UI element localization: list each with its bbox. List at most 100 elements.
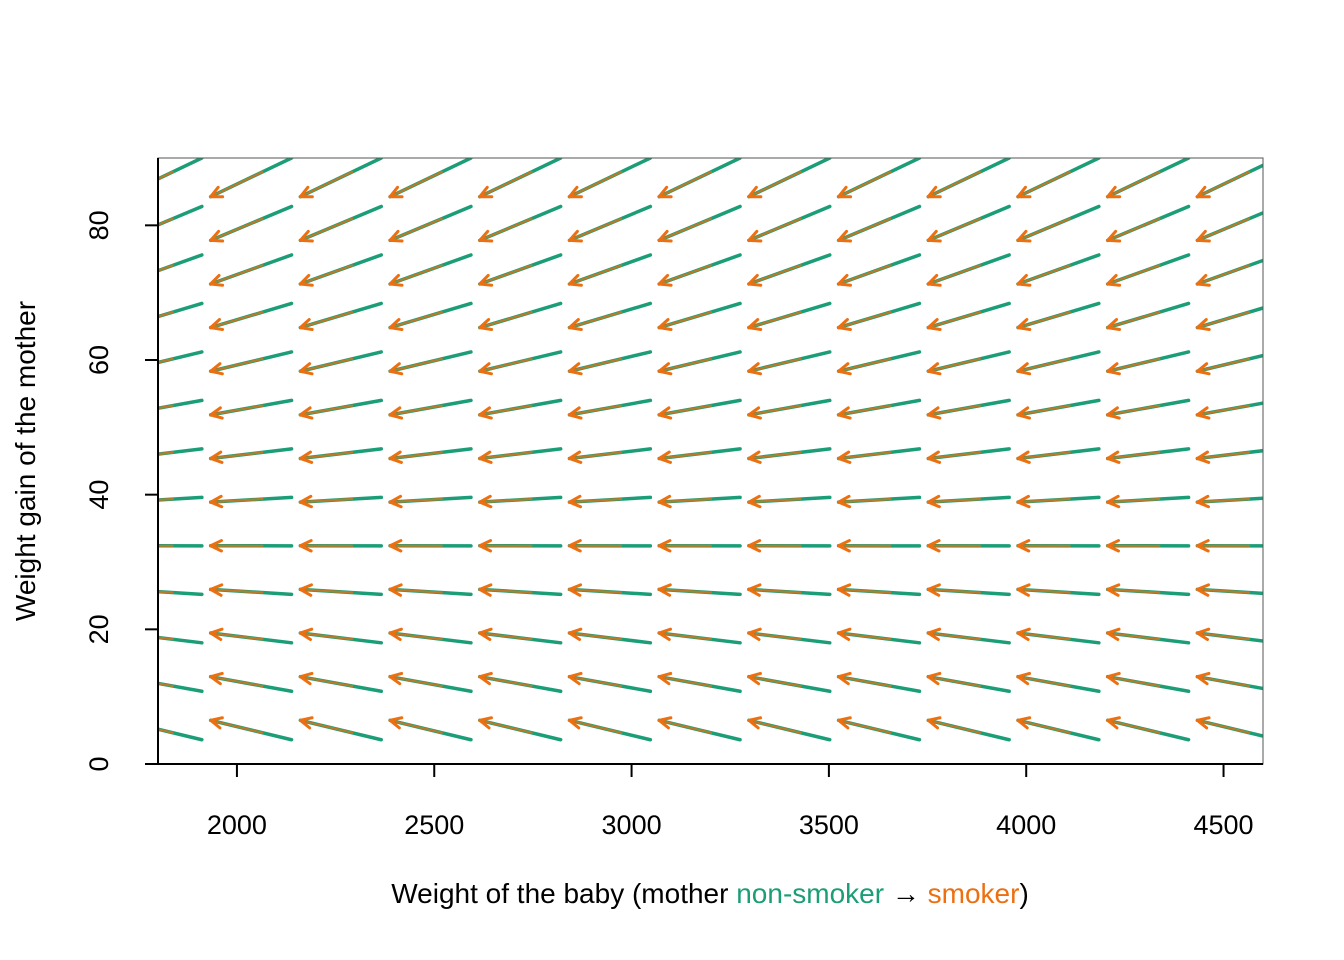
arrow-head — [567, 583, 583, 597]
arrow-head — [209, 362, 224, 376]
arrow-shaft-overlay — [1197, 719, 1251, 735]
arrow-head — [567, 716, 583, 730]
arrow-shaft-overlay — [1017, 451, 1071, 460]
arrow-shaft-overlay — [1017, 264, 1071, 286]
vector-arrow — [1195, 448, 1263, 464]
arrow-shaft-overlay — [158, 170, 175, 181]
vector-arrow — [208, 627, 294, 645]
vector-arrow — [747, 301, 832, 332]
arrow-head — [926, 671, 942, 686]
arrow-shaft-overlay — [569, 217, 623, 242]
arrow-shaft-overlay — [210, 217, 264, 242]
vector-arrow — [747, 494, 832, 509]
arrow-head — [1016, 185, 1032, 199]
vector-arrow — [1195, 583, 1263, 597]
arrow-shaft-overlay — [158, 310, 174, 318]
arrow-head — [1106, 318, 1122, 332]
arrow-head — [121, 541, 132, 551]
arrow-shaft-overlay — [300, 719, 354, 735]
arrow-shaft-overlay — [299, 217, 354, 242]
vector-arrow — [298, 494, 383, 509]
vector-arrow — [208, 716, 294, 742]
arrow-head — [657, 229, 673, 243]
vector-arrow — [657, 716, 742, 742]
arrow-shaft-overlay — [210, 497, 264, 504]
vector-arrow — [567, 204, 653, 243]
vector-arrow — [208, 253, 294, 287]
vector-arrow — [1195, 306, 1263, 332]
arrow-head — [747, 716, 763, 730]
arrow-shaft-overlay — [300, 588, 354, 594]
vector-arrow — [836, 447, 922, 464]
arrow-head — [478, 273, 494, 287]
arrow-shaft-overlay — [1197, 497, 1251, 504]
arrow-shaft-overlay — [748, 675, 802, 688]
arrow-head — [747, 318, 763, 332]
vector-arrow — [926, 539, 1011, 553]
vector-arrow — [158, 635, 204, 645]
arrow-head — [121, 585, 132, 595]
arrow-head — [121, 408, 133, 418]
arrow-head — [837, 185, 853, 199]
arrow-shaft-overlay — [1197, 357, 1251, 373]
arrow-head — [567, 229, 583, 243]
vector-arrow — [567, 253, 653, 287]
y-tick-label: 20 — [84, 614, 114, 644]
vector-arrow — [298, 539, 383, 553]
vector-arrow — [478, 253, 563, 287]
arrow-head — [1016, 494, 1031, 509]
arrow-head — [1195, 273, 1211, 287]
y-axis-title: Weight gain of the mother — [10, 301, 41, 621]
vector-arrow — [836, 539, 922, 553]
arrow-shaft-overlay — [1107, 310, 1161, 329]
vector-arrow — [1105, 398, 1191, 420]
arrow-head — [298, 185, 314, 199]
arrow-shaft-overlay — [1107, 719, 1161, 735]
vector-arrow — [747, 204, 832, 243]
y-tick-label: 0 — [84, 756, 114, 771]
vector-arrow — [388, 398, 473, 420]
arrow-shaft-overlay — [658, 357, 712, 373]
vector-arrow — [478, 716, 563, 742]
vector-arrow — [208, 539, 294, 553]
arrow-shaft-overlay — [158, 264, 174, 272]
arrow-shaft-overlay — [658, 404, 712, 416]
arrow-head — [388, 318, 404, 332]
vector-arrow — [747, 350, 832, 376]
vector-arrow — [567, 350, 653, 376]
arrow-head — [388, 185, 404, 199]
vector-arrow — [121, 585, 204, 597]
arrow-shaft-overlay — [928, 497, 981, 504]
arrow-head — [567, 318, 583, 332]
vector-arrow — [657, 539, 742, 553]
arrow-shaft-overlay — [1197, 675, 1251, 688]
arrow-shaft-overlay — [658, 217, 713, 242]
arrow-shaft-overlay — [479, 357, 533, 373]
arrow-shaft-overlay — [479, 675, 533, 688]
arrow-head — [926, 229, 942, 243]
arrow-head — [121, 496, 132, 506]
vector-arrow — [926, 494, 1011, 509]
arrow-head — [567, 671, 583, 686]
arrow-shaft-overlay — [569, 404, 623, 416]
vector-arrow — [478, 350, 563, 376]
arrow-shaft-overlay — [748, 217, 802, 242]
arrow-head — [298, 362, 314, 376]
vector-arrow — [836, 398, 922, 420]
arrow-head — [747, 406, 762, 420]
arrow-shaft-overlay — [569, 310, 623, 329]
arrow-shaft-overlay — [389, 675, 443, 688]
vector-arrow — [298, 253, 383, 287]
vector-arrow — [747, 398, 832, 420]
vector-arrow — [158, 253, 204, 273]
arrow-head — [1195, 318, 1211, 332]
vector-arrow — [747, 158, 832, 199]
vector-arrow — [1105, 627, 1191, 645]
arrow-head — [209, 406, 224, 420]
arrow-shaft-overlay — [838, 719, 892, 735]
arrow-shaft-overlay — [1107, 404, 1161, 416]
vector-arrow — [388, 447, 473, 464]
arrow-head — [1016, 539, 1031, 553]
arrow-head — [837, 318, 852, 332]
arrow-shaft-overlay — [1107, 631, 1161, 641]
